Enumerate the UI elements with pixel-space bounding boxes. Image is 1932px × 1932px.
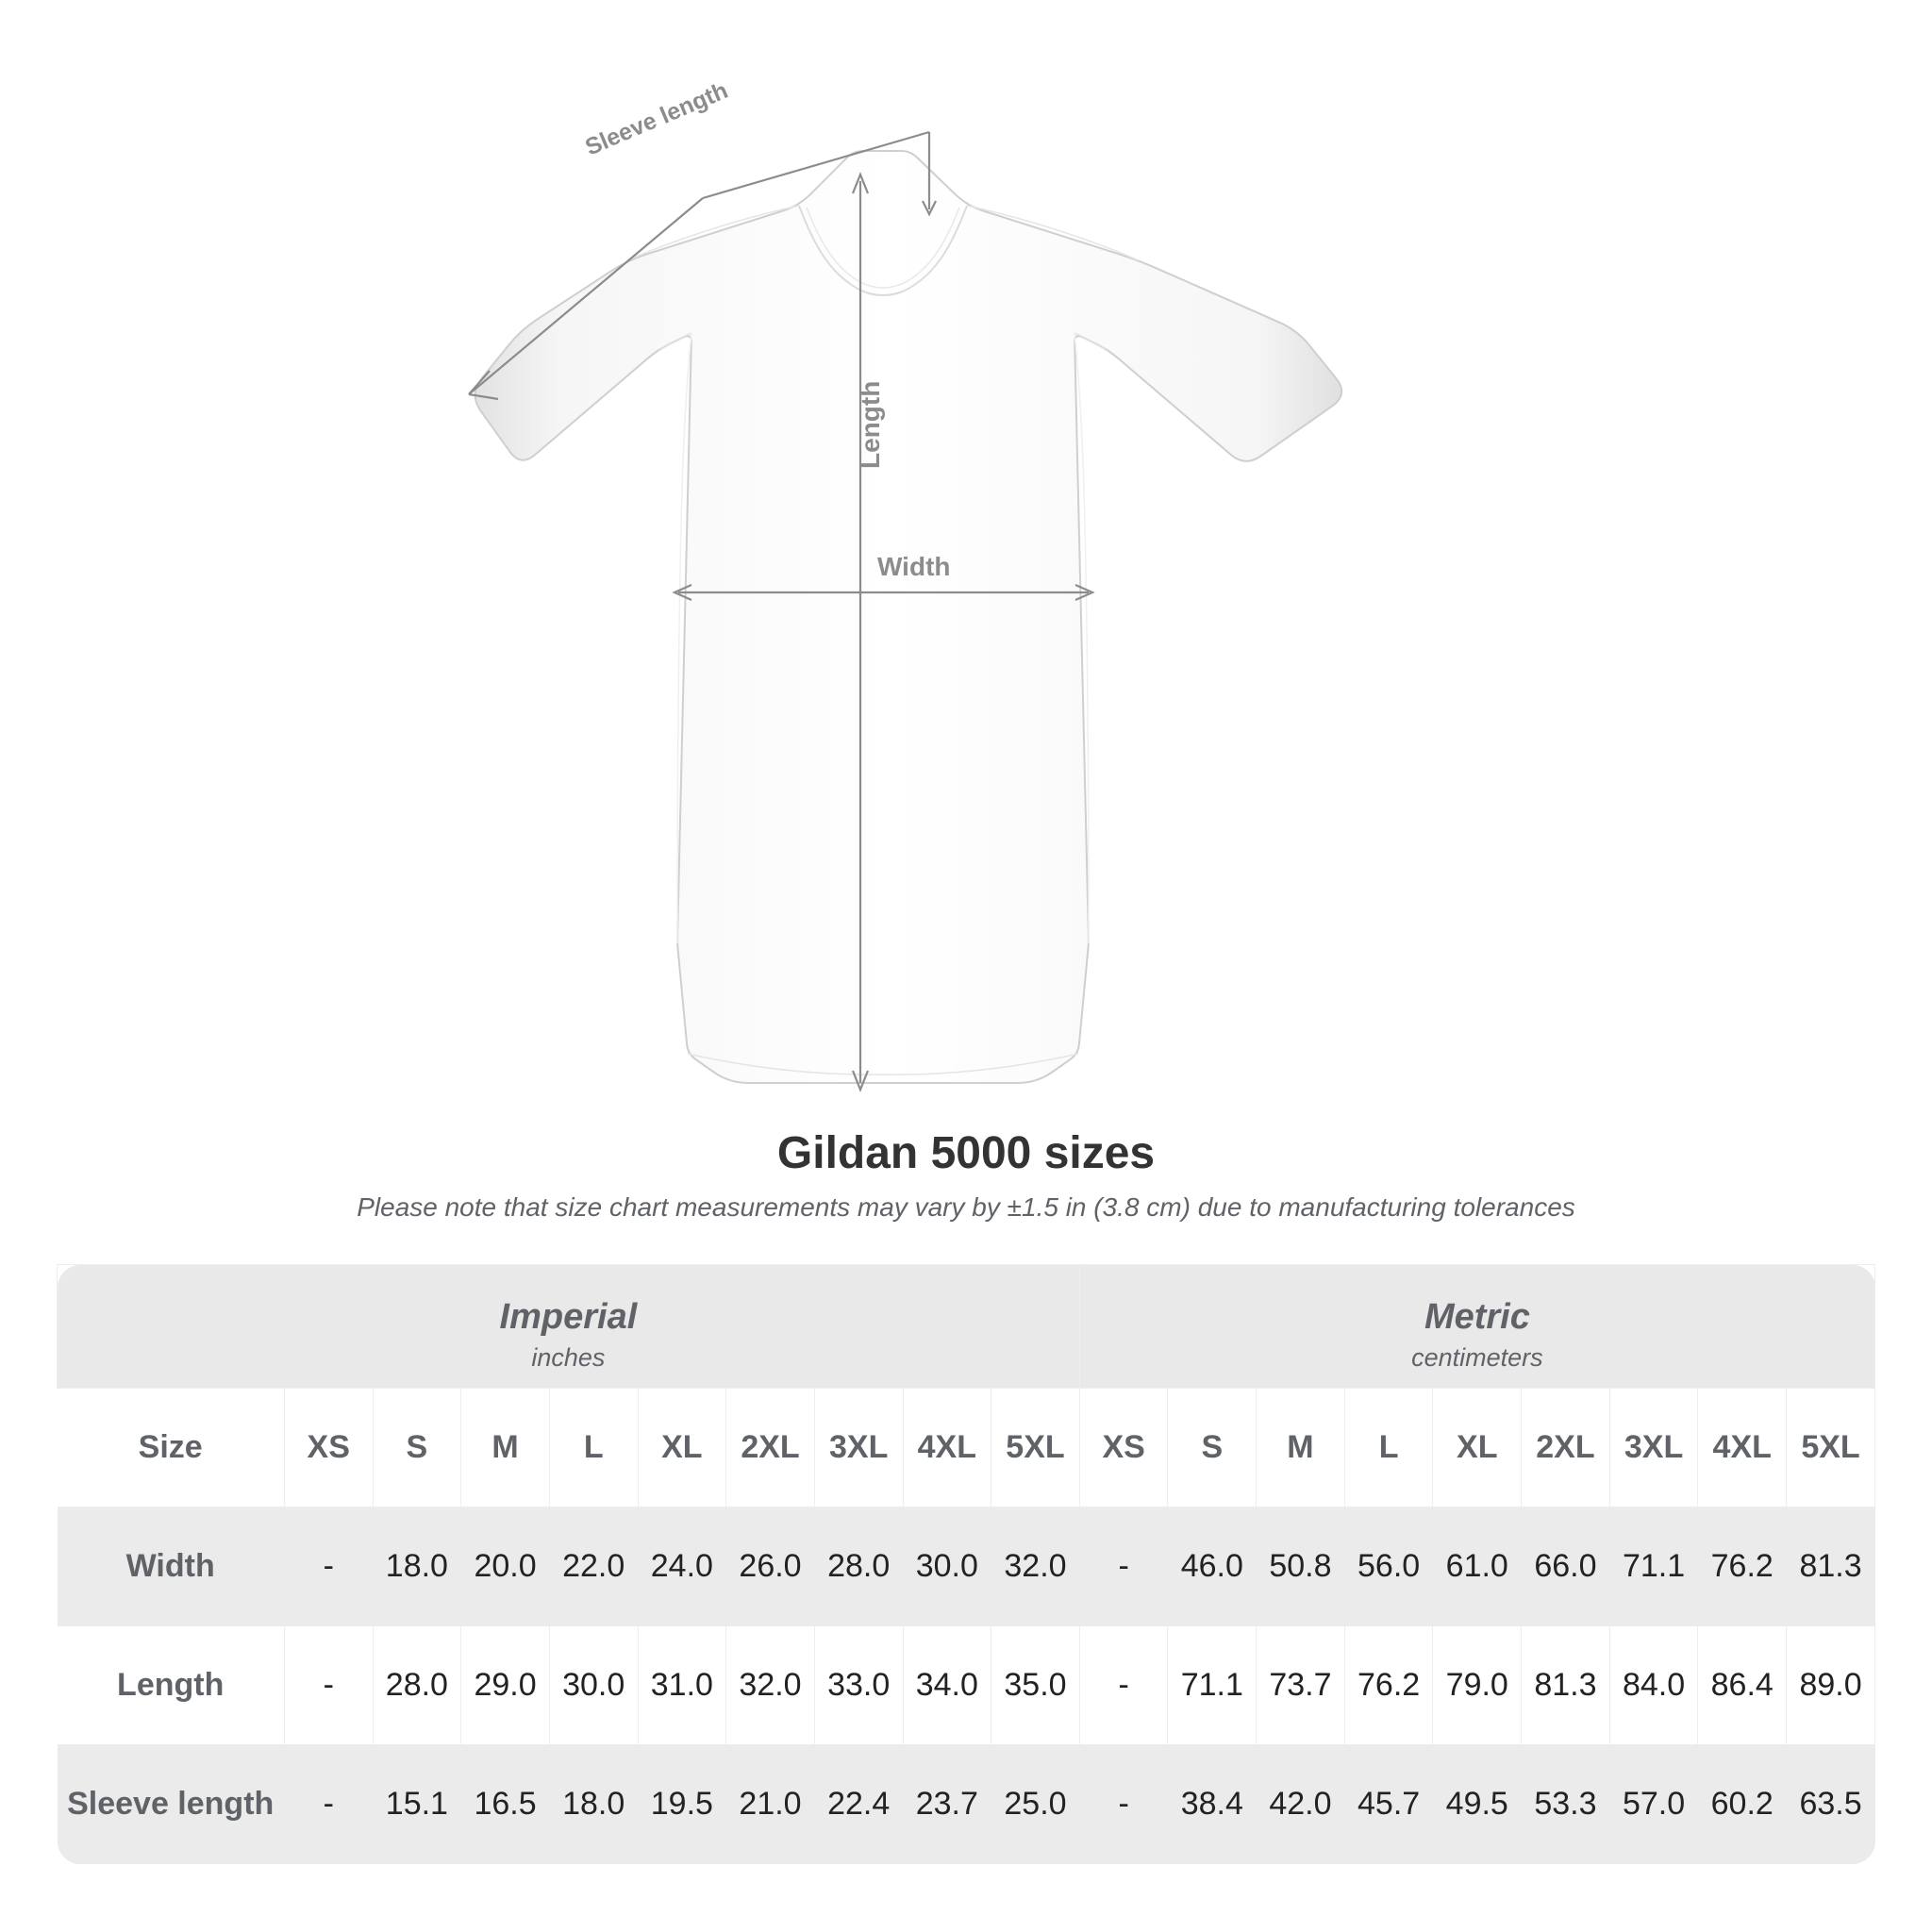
- svg-text:Sleeve length: Sleeve length: [581, 77, 731, 161]
- svg-text:Length: Length: [856, 381, 885, 469]
- svg-text:Width: Width: [877, 552, 951, 581]
